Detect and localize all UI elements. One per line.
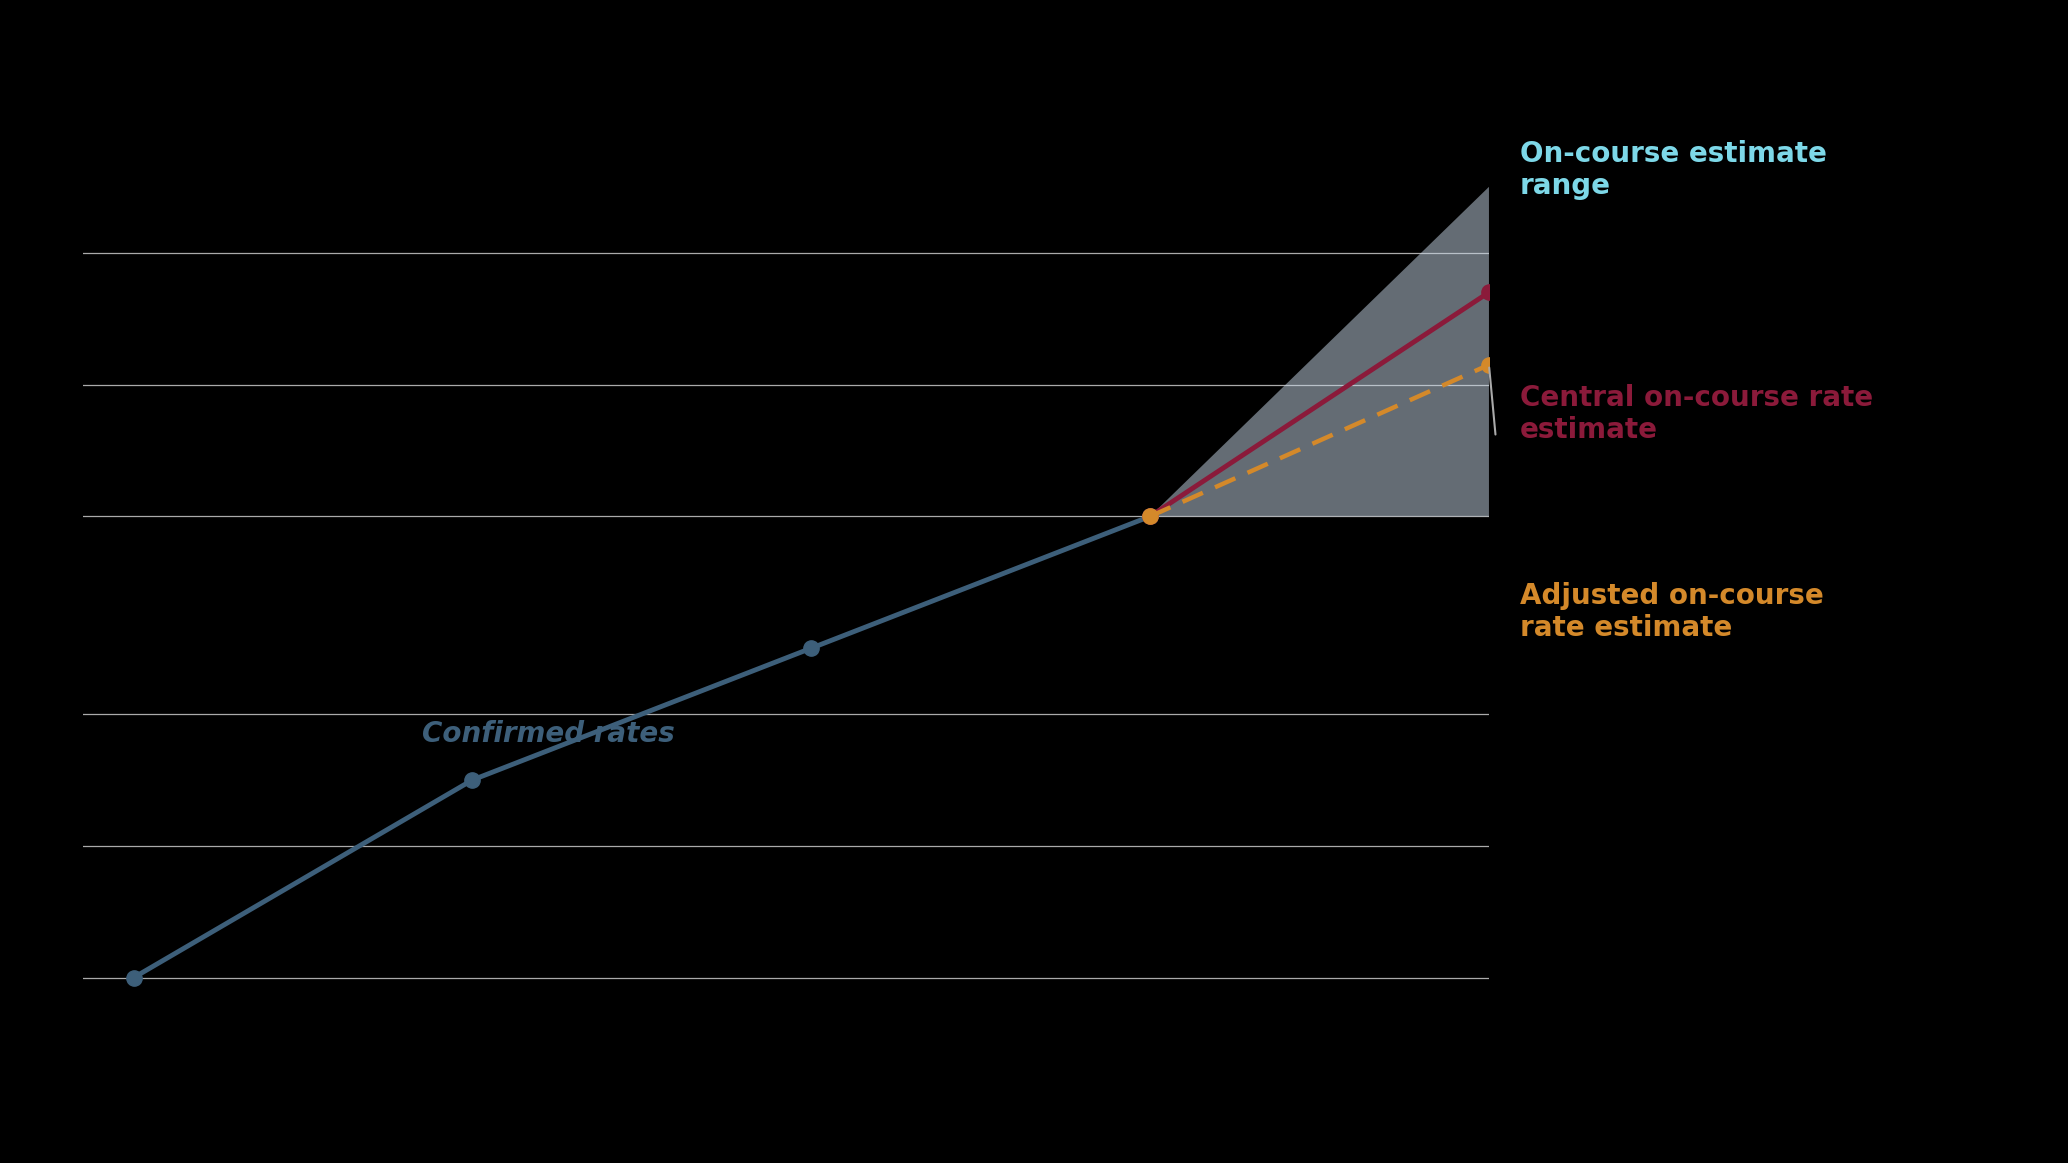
Text: Confirmed rates: Confirmed rates [422,720,674,748]
Text: On-course estimate
range: On-course estimate range [1520,140,1826,200]
Polygon shape [1150,187,1489,516]
Text: Central on-course rate
estimate: Central on-course rate estimate [1520,384,1874,444]
Text: Adjusted on-course
rate estimate: Adjusted on-course rate estimate [1520,582,1824,642]
